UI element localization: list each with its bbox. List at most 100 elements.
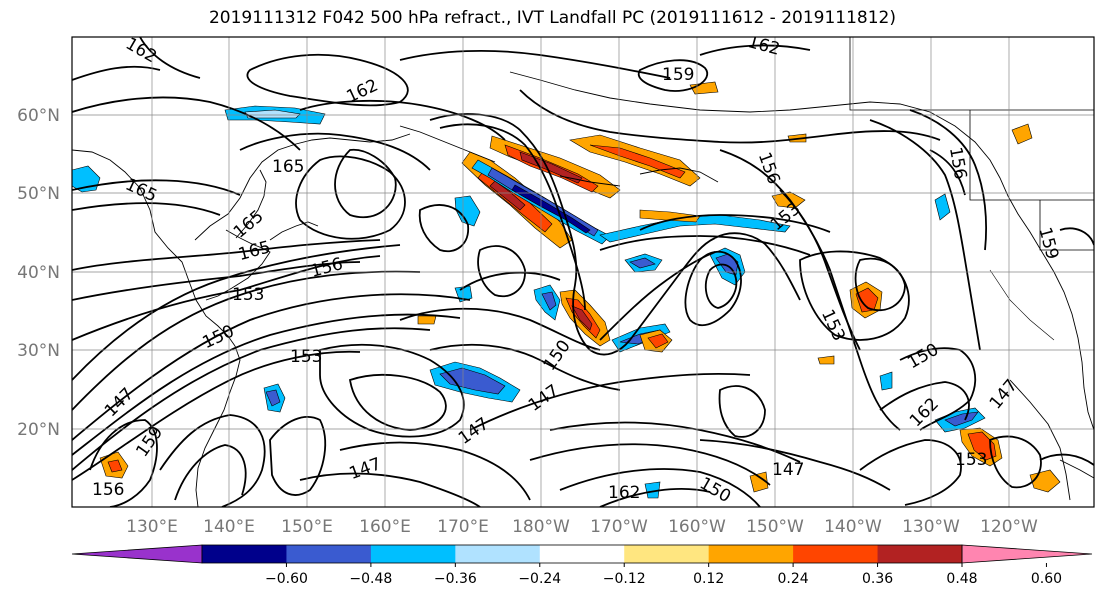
contour-line xyxy=(299,472,481,507)
colorbar-tick-label: 0.60 xyxy=(1031,571,1062,587)
border xyxy=(849,37,1094,251)
contour-line xyxy=(348,374,447,431)
contour-line xyxy=(459,271,561,291)
lon-label: 140°W xyxy=(824,517,882,537)
colorbar-bin xyxy=(370,545,456,563)
contour-line xyxy=(339,441,531,501)
coastline xyxy=(195,345,241,507)
lon-label: 150°E xyxy=(281,517,333,537)
contour-line xyxy=(899,347,977,431)
contour-line xyxy=(159,414,266,507)
gridlines xyxy=(72,37,1094,507)
contour-line xyxy=(879,381,970,421)
contour-line xyxy=(72,313,461,456)
coastline xyxy=(639,167,719,183)
contour-line xyxy=(429,113,716,356)
anomaly-patch xyxy=(934,193,951,221)
longitude-labels: 130°E 140°E 150°E 160°E 170°E 180°W 170°… xyxy=(126,517,1038,537)
contour-line xyxy=(859,439,962,506)
contour-line xyxy=(799,250,910,341)
contour-line xyxy=(699,439,891,491)
contour-line xyxy=(399,49,671,79)
contour-line xyxy=(637,59,708,92)
contour-line xyxy=(1039,453,1094,466)
contour-label: 153 xyxy=(955,450,987,470)
colorbar-bin xyxy=(624,545,710,563)
lat-label: 30°N xyxy=(17,341,60,361)
anomaly-patch xyxy=(417,315,437,325)
contour-line xyxy=(714,232,801,301)
contour-line xyxy=(72,96,301,151)
anomaly-patch xyxy=(511,184,591,234)
colorbar-bin xyxy=(202,545,287,563)
contour-line xyxy=(72,244,401,381)
colorbar-tick-label: 0.36 xyxy=(862,571,893,587)
contour-label: 159 xyxy=(662,65,694,85)
anomaly-patch xyxy=(967,431,997,461)
latitude-labels: 60°N 50°N 40°N 30°N 20°N xyxy=(17,106,60,440)
contour-line xyxy=(72,293,471,441)
contour-line xyxy=(704,263,738,309)
anomaly-patch xyxy=(244,109,301,119)
contour-line xyxy=(239,132,431,171)
lat-label: 50°N xyxy=(17,184,60,204)
contour-line xyxy=(549,421,801,463)
contour-line xyxy=(559,468,761,507)
colorbar-tick-label: −0.36 xyxy=(434,571,477,587)
lon-label: 140°E xyxy=(203,517,255,537)
contour-line xyxy=(869,119,981,351)
coastline xyxy=(1009,379,1071,501)
border xyxy=(989,269,1055,341)
lon-label: 130°W xyxy=(902,517,960,537)
contour-line xyxy=(334,148,397,219)
anomaly-patch xyxy=(944,411,979,427)
anomaly-patch xyxy=(817,355,835,365)
lon-label: 170°W xyxy=(590,517,648,537)
coastline xyxy=(559,175,621,187)
contour-line xyxy=(929,149,966,196)
lon-label: 160°E xyxy=(359,517,411,537)
contour-line xyxy=(909,109,987,251)
contour-label: 165 xyxy=(272,157,304,177)
map-title: 2019111312 F042 500 hPa refract., IVT La… xyxy=(208,8,896,28)
colorbar-tick-label: 0.48 xyxy=(946,571,977,587)
colorbar-tick-label: 0.24 xyxy=(778,571,809,587)
contour-line xyxy=(139,37,201,79)
contour-line xyxy=(439,123,586,311)
coastline xyxy=(235,169,267,239)
contour-line xyxy=(719,149,901,431)
lon-label: 120°W xyxy=(980,517,1038,537)
anomaly-patch xyxy=(647,333,669,349)
contour-line xyxy=(718,385,766,438)
contour-label: 153 xyxy=(232,285,264,305)
lon-label: 160°W xyxy=(668,517,726,537)
anomaly-patch xyxy=(439,367,506,395)
coastline xyxy=(194,133,411,241)
contour-line xyxy=(72,179,241,196)
contour-line xyxy=(684,250,742,327)
anomaly-patch xyxy=(107,459,123,473)
colorbar-tick-label: −0.60 xyxy=(265,571,308,587)
contour-lines xyxy=(72,37,1094,507)
anomaly-patch xyxy=(541,291,557,311)
colorbar-bin xyxy=(539,545,625,563)
lon-label: 180°W xyxy=(512,517,570,537)
anomaly-patch xyxy=(879,371,893,391)
anomaly-patch xyxy=(749,471,769,493)
contour-line xyxy=(599,488,711,507)
lat-label: 20°N xyxy=(17,420,60,440)
contour-line xyxy=(854,257,906,312)
contour-line xyxy=(599,235,811,256)
contour-line xyxy=(72,350,361,481)
contour-line xyxy=(429,343,621,391)
colorbar-extend-low xyxy=(71,544,203,564)
contour-line xyxy=(529,443,771,486)
anomaly-patch xyxy=(265,389,281,407)
colorbar-frame xyxy=(201,544,963,564)
colorbar-bin xyxy=(877,545,963,563)
contour-line xyxy=(477,245,526,298)
contour-line xyxy=(418,204,469,253)
coastline xyxy=(1059,459,1094,479)
contour-label: 162 xyxy=(608,483,640,503)
